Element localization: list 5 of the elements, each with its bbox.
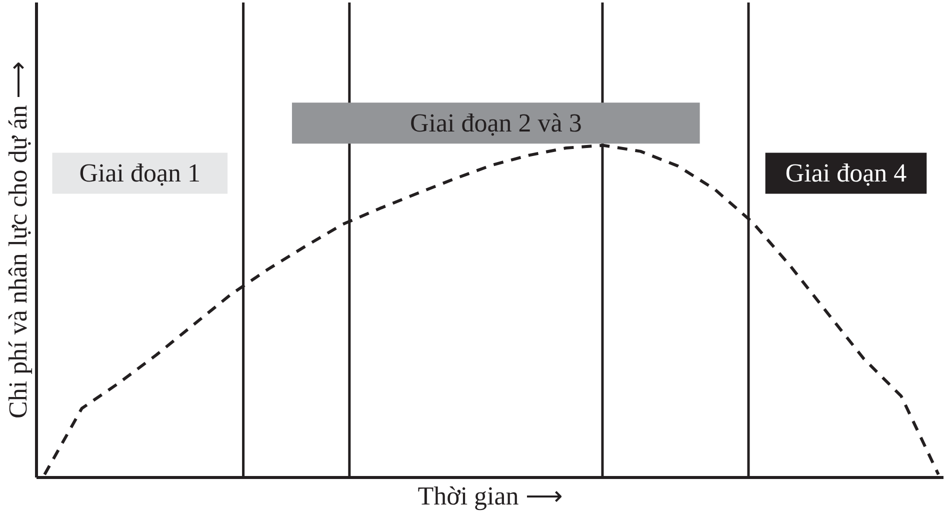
y-axis-title: Chi phí và nhân lực cho dự án ⟶ (4, 62, 32, 418)
annotation: Giai đoạn 4 (785, 158, 907, 188)
x-axis-title: Thời gian ⟶ (418, 482, 562, 510)
text: Giai đoạn 2 và 3 (410, 108, 582, 138)
annotation: Giai đoạn 1 (79, 158, 201, 188)
